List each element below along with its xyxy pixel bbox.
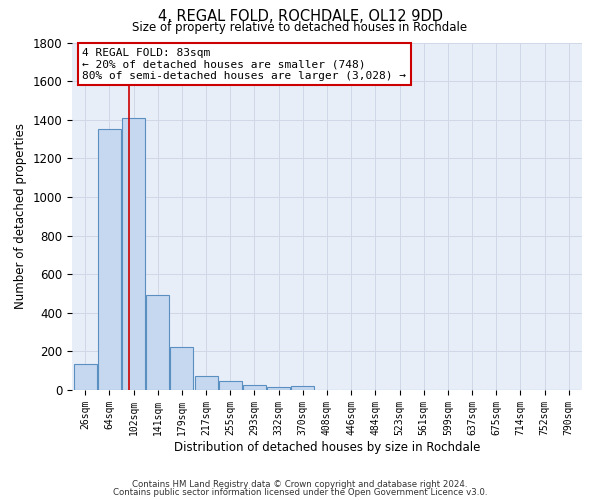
Y-axis label: Number of detached properties: Number of detached properties bbox=[14, 123, 27, 309]
Bar bbox=[267, 387, 290, 390]
Text: Contains public sector information licensed under the Open Government Licence v3: Contains public sector information licen… bbox=[113, 488, 487, 497]
Text: Size of property relative to detached houses in Rochdale: Size of property relative to detached ho… bbox=[133, 21, 467, 34]
X-axis label: Distribution of detached houses by size in Rochdale: Distribution of detached houses by size … bbox=[174, 440, 480, 454]
Bar bbox=[146, 296, 169, 390]
Text: 4, REGAL FOLD, ROCHDALE, OL12 9DD: 4, REGAL FOLD, ROCHDALE, OL12 9DD bbox=[157, 9, 443, 24]
Bar bbox=[219, 382, 242, 390]
Bar bbox=[122, 118, 145, 390]
Text: Contains HM Land Registry data © Crown copyright and database right 2024.: Contains HM Land Registry data © Crown c… bbox=[132, 480, 468, 489]
Bar bbox=[292, 386, 314, 390]
Bar bbox=[74, 364, 97, 390]
Bar bbox=[98, 130, 121, 390]
Bar bbox=[243, 385, 266, 390]
Text: 4 REGAL FOLD: 83sqm
← 20% of detached houses are smaller (748)
80% of semi-detac: 4 REGAL FOLD: 83sqm ← 20% of detached ho… bbox=[82, 48, 406, 81]
Bar bbox=[170, 346, 193, 390]
Bar bbox=[194, 376, 218, 390]
